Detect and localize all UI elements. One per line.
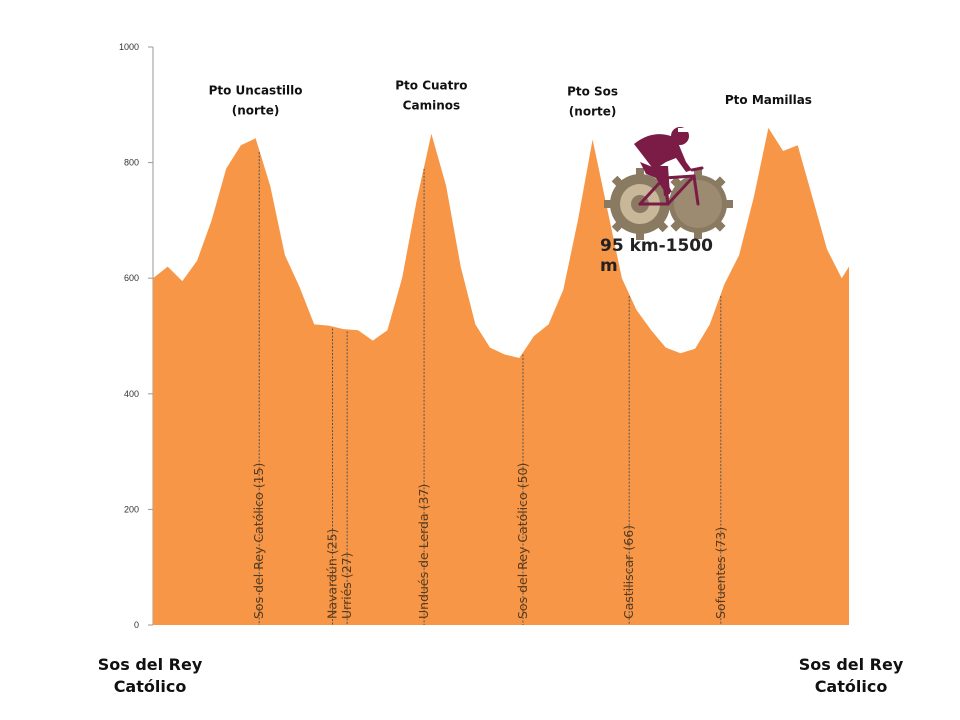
waypoint-label: Sos del Rey Católico (15) [251, 463, 266, 619]
y-tick-label: 1000 [119, 42, 139, 52]
y-axis: 0 200 400 600 800 1000 [119, 42, 154, 630]
waypoint-markers: Sos del Rey Católico (15) Navardún (25) Ur… [251, 152, 728, 625]
route-end-label: Sos del Rey Católico [798, 655, 904, 696]
cyclist-on-gears-icon [604, 127, 733, 240]
waypoint-label: Urriés (27) [339, 552, 354, 619]
route-summary: 95 km-1500 m [600, 236, 713, 276]
peak-label: (norte) [232, 103, 280, 117]
peak-label: Pto Mamillas [725, 93, 812, 107]
peak-label: (norte) [569, 104, 617, 118]
y-tick-label: 800 [124, 158, 139, 168]
route-start-label: Sos del Rey Católico [97, 655, 203, 696]
peak-label: Pto Sos [567, 84, 618, 98]
y-tick-label: 0 [134, 620, 139, 630]
waypoint-label: Sos del Rey Católico (50) [515, 463, 530, 619]
y-tick-label: 400 [124, 389, 139, 399]
elevation-area [153, 127, 849, 626]
waypoint-label: Undués de Lerda (37) [416, 484, 431, 619]
peak-label: Pto Uncastillo [209, 83, 303, 97]
y-tick-label: 200 [124, 504, 139, 514]
peak-label: Pto Cuatro [395, 79, 467, 93]
y-tick-label: 600 [124, 273, 139, 283]
waypoint-label: Navardún (25) [324, 529, 339, 619]
peak-labels: Pto Uncastillo (norte) Pto Cuatro Caminos Pt… [209, 79, 812, 119]
waypoint-label: Castiliscar (66) [621, 525, 636, 619]
peak-label: Caminos [403, 99, 460, 113]
waypoint-label: Sofuentes (73) [713, 527, 728, 619]
elevation-series [153, 127, 849, 626]
